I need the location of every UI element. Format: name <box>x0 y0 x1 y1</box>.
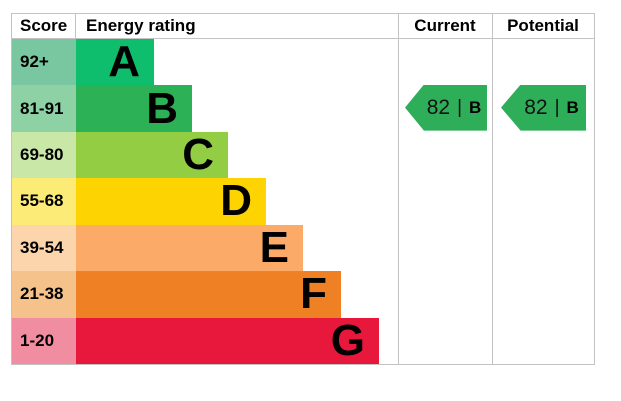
header-current: Current <box>414 16 476 35</box>
band-bar: F <box>76 269 341 319</box>
band-bar: C <box>76 130 228 180</box>
band-row: 55-68 D <box>12 176 594 226</box>
band-score-range: 92+ <box>12 39 76 86</box>
header-energy-rating: Energy rating <box>86 16 196 35</box>
band-score-range: 81-91 <box>12 85 76 132</box>
band-bar: D <box>76 176 266 226</box>
epc-header-row: Score Energy rating Current Potential <box>12 14 594 39</box>
current-score-value: 82 <box>426 95 451 119</box>
band-bar: G <box>76 315 379 365</box>
band-letter: D <box>220 176 252 226</box>
band-bar: B <box>76 83 192 133</box>
band-letter: E <box>259 222 289 272</box>
band-letter: B <box>146 83 178 133</box>
potential-column: 82 | B <box>492 14 595 364</box>
band-row: 92+ A <box>12 37 594 87</box>
band-row: 39-54 E <box>12 222 594 272</box>
band-bar: E <box>76 222 303 272</box>
band-score-range: 1-20 <box>12 317 76 364</box>
header-potential: Potential <box>507 16 579 35</box>
current-separator: | <box>457 96 462 118</box>
band-row: 69-80 C <box>12 130 594 180</box>
band-row: 1-20 G <box>12 315 594 365</box>
band-row: 21-38 F <box>12 269 594 319</box>
header-score: Score <box>12 14 76 38</box>
band-bar: A <box>76 37 154 87</box>
potential-band-letter: B <box>566 97 579 117</box>
potential-score-value: 82 <box>524 95 548 119</box>
current-column: 82 | B <box>398 14 493 364</box>
epc-bands: 92+ A 81-91 B 69-80 C 55-68 D 39-54 E 21… <box>12 39 594 364</box>
epc-table: Score Energy rating Current Potential 92… <box>11 13 595 365</box>
band-letter: G <box>330 315 365 365</box>
potential-separator: | <box>554 96 560 118</box>
band-score-range: 55-68 <box>12 178 76 225</box>
band-letter: A <box>108 37 140 87</box>
band-score-range: 69-80 <box>12 131 76 179</box>
potential-rating-arrow: 82 | B <box>501 84 586 131</box>
band-score-range: 21-38 <box>12 271 76 318</box>
band-row: 81-91 B <box>12 83 594 133</box>
band-letter: C <box>182 130 214 180</box>
band-letter: F <box>300 269 327 319</box>
current-band-letter: B <box>469 97 482 117</box>
current-rating-arrow: 82 | B <box>405 84 487 131</box>
band-score-range: 39-54 <box>12 224 76 272</box>
